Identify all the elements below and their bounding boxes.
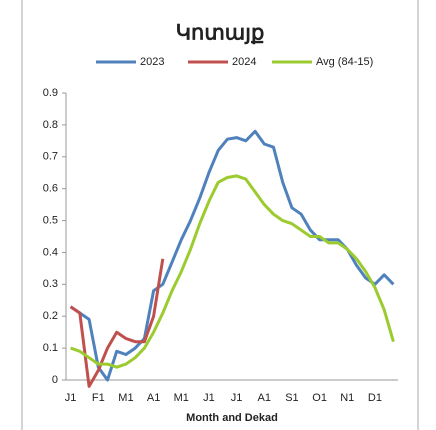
legend-label: Avg (84-15): [316, 56, 373, 68]
x-tick-label: S1: [285, 392, 298, 404]
x-tick-label: J1: [231, 392, 243, 404]
y-tick-label: 0.9: [43, 87, 58, 99]
y-tick-label: 0.4: [43, 246, 58, 258]
y-tick-label: 0: [52, 374, 58, 386]
series-line: [69, 258, 165, 388]
x-tick-label: J1: [203, 392, 215, 404]
x-tick-label: J1: [65, 392, 77, 404]
series-line: [69, 129, 395, 382]
x-tick-label: D1: [368, 392, 382, 404]
series-line: [70, 174, 395, 369]
x-tick-label: M1: [174, 392, 189, 404]
x-tick-label: M1: [118, 392, 133, 404]
y-tick-label: 0.6: [43, 183, 58, 195]
x-tick-label: F1: [92, 392, 105, 404]
x-tick-label: N1: [340, 392, 354, 404]
legend-label: 2023: [140, 56, 164, 68]
y-tick-label: 0.5: [43, 214, 58, 226]
x-axis-title: Month and Dekad: [186, 412, 278, 424]
y-tick-label: 0.2: [43, 310, 58, 322]
x-tick-label: A1: [147, 392, 160, 404]
x-tick-label: O1: [312, 392, 327, 404]
y-tick-label: 0.3: [43, 278, 58, 290]
chart-title: Կոտայք: [176, 22, 265, 45]
x-tick-label: A1: [258, 392, 271, 404]
y-tick-label: 0.7: [43, 151, 58, 163]
y-tick-label: 0.1: [43, 342, 58, 354]
legend-label: 2024: [232, 56, 256, 68]
y-tick-label: 0.8: [43, 119, 58, 131]
